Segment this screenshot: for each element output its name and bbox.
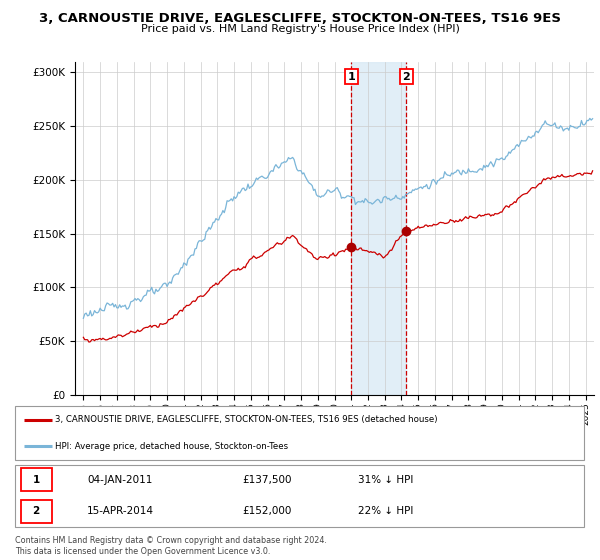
Text: 1: 1 <box>32 475 40 484</box>
FancyBboxPatch shape <box>20 468 52 491</box>
Text: HPI: Average price, detached house, Stockton-on-Tees: HPI: Average price, detached house, Stoc… <box>55 442 289 451</box>
Text: £152,000: £152,000 <box>242 506 292 516</box>
Text: 2: 2 <box>32 506 40 516</box>
Bar <box>352 62 406 395</box>
Text: 3, CARNOUSTIE DRIVE, EAGLESCLIFFE, STOCKTON-ON-TEES, TS16 9ES: 3, CARNOUSTIE DRIVE, EAGLESCLIFFE, STOCK… <box>39 12 561 25</box>
Text: 1: 1 <box>347 72 355 82</box>
Text: 22% ↓ HPI: 22% ↓ HPI <box>358 506 413 516</box>
Text: Contains HM Land Registry data © Crown copyright and database right 2024.
This d: Contains HM Land Registry data © Crown c… <box>15 536 327 556</box>
FancyBboxPatch shape <box>15 465 584 527</box>
Text: 31% ↓ HPI: 31% ↓ HPI <box>358 475 413 484</box>
Text: 04-JAN-2011: 04-JAN-2011 <box>87 475 152 484</box>
Text: 15-APR-2014: 15-APR-2014 <box>87 506 154 516</box>
Text: 3, CARNOUSTIE DRIVE, EAGLESCLIFFE, STOCKTON-ON-TEES, TS16 9ES (detached house): 3, CARNOUSTIE DRIVE, EAGLESCLIFFE, STOCK… <box>55 415 438 424</box>
FancyBboxPatch shape <box>20 500 52 522</box>
Text: Price paid vs. HM Land Registry's House Price Index (HPI): Price paid vs. HM Land Registry's House … <box>140 24 460 34</box>
FancyBboxPatch shape <box>15 405 584 460</box>
Text: 2: 2 <box>403 72 410 82</box>
Text: £137,500: £137,500 <box>242 475 292 484</box>
